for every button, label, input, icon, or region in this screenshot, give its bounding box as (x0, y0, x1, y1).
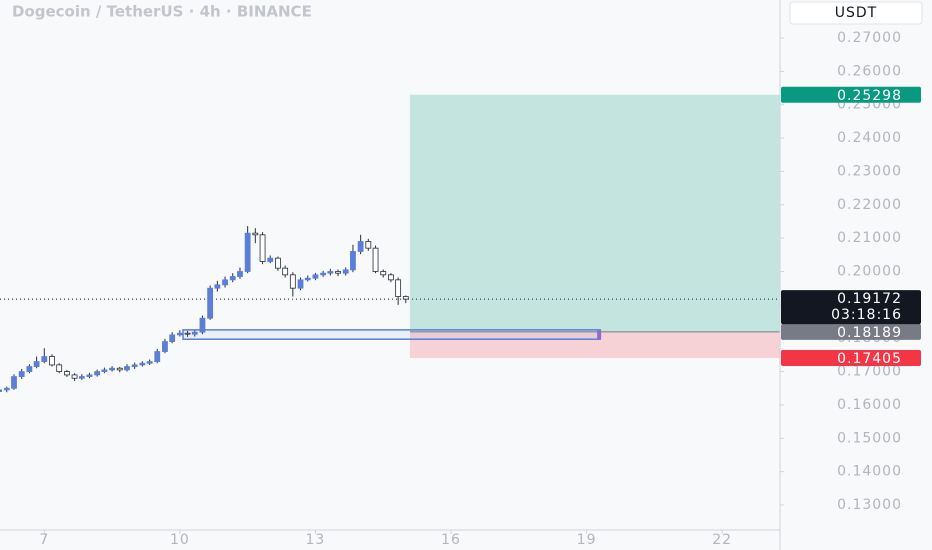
y-tick-label: 0.24000 (837, 130, 902, 146)
entry-label: 0.18189 (837, 325, 902, 341)
current-price-badge (781, 290, 921, 325)
target-badge (781, 86, 921, 103)
candle-body (11, 376, 17, 389)
candle-body (229, 276, 236, 281)
candle-body (63, 371, 70, 376)
candle-body (342, 269, 349, 274)
candle-body (214, 284, 221, 289)
zone-handle (597, 329, 602, 340)
candle-body (357, 241, 364, 252)
y-tick-label: 0.13000 (837, 497, 902, 513)
candle-body (94, 371, 101, 376)
candle-body (131, 364, 138, 367)
candle-body (402, 296, 409, 300)
candle-body (320, 272, 327, 276)
y-tick-label: 0.22000 (837, 197, 902, 213)
candle-body (116, 367, 123, 371)
x-tick-label: 22 (712, 532, 732, 548)
candle-body (41, 356, 48, 362)
candle-body (388, 274, 394, 281)
stop-badge (781, 350, 921, 367)
candle-body (259, 234, 266, 262)
candle-body (86, 374, 93, 377)
candle-body (33, 361, 40, 367)
axes: 0.130000.140000.150000.160000.170000.180… (39, 30, 921, 548)
candle-body (176, 332, 183, 336)
candle-body (199, 317, 206, 333)
candle-body (380, 271, 387, 276)
current-price-label: 0.19172 (837, 291, 902, 307)
currency-label[interactable]: USDT (835, 5, 877, 21)
candle-body (252, 232, 259, 236)
candle-body (335, 271, 341, 274)
candle-body (0, 389, 2, 392)
candle-body (327, 271, 334, 274)
currency-button[interactable] (789, 1, 923, 25)
profit-zone (409, 94, 780, 332)
y-tick-label: 0.17000 (837, 364, 902, 380)
candle-body (372, 247, 379, 272)
y-tick-label: 0.26000 (837, 63, 902, 79)
chart-title: Dogecoin / TetherUS · 4h · BINANCE (12, 3, 312, 21)
candle-body (101, 369, 108, 372)
candle-body (184, 332, 191, 335)
zone-rectangle (182, 329, 601, 340)
candle-body (289, 274, 296, 289)
y-tick-label: 0.27000 (837, 30, 902, 46)
candle-body (207, 287, 214, 319)
candle-body (222, 279, 228, 286)
candle-body (162, 341, 168, 352)
candle-body (191, 331, 198, 335)
candle-body (304, 277, 311, 281)
candle-body (109, 367, 115, 371)
candle-body (146, 361, 153, 364)
candle-body (312, 274, 319, 279)
stop-label: 0.17405 (837, 351, 902, 367)
entry-badge (781, 323, 921, 340)
candle-body (267, 257, 274, 262)
plot-area (0, 94, 780, 393)
candle-body (237, 271, 243, 277)
loss-zone (409, 331, 780, 359)
candle-body (297, 279, 304, 289)
candle-body (56, 364, 63, 372)
candle-body (169, 334, 176, 342)
candle-body (365, 241, 372, 249)
candle-body (350, 251, 356, 271)
candle-body (78, 376, 85, 379)
candle-body (282, 267, 289, 276)
candle-body (124, 366, 130, 371)
x-tick-label: 13 (306, 532, 326, 548)
candle-body (49, 356, 55, 366)
candle-body (3, 387, 10, 391)
x-tick-label: 7 (39, 532, 49, 548)
candle-body (275, 257, 281, 269)
candle-body (395, 279, 402, 297)
candle-body (139, 362, 146, 366)
candle-body (26, 366, 33, 372)
candle-body (154, 351, 161, 362)
y-tick-label: 0.16000 (837, 397, 902, 413)
candle-body (244, 232, 251, 272)
countdown-label: 03:18:16 (831, 307, 902, 323)
x-tick-label: 19 (577, 532, 597, 548)
candle-body (18, 371, 25, 377)
x-tick-label: 16 (441, 532, 461, 548)
y-tick-label: 0.15000 (837, 430, 902, 446)
candle-body (71, 374, 78, 379)
y-tick-label: 0.23000 (837, 163, 902, 179)
y-tick-label: 0.21000 (837, 230, 902, 246)
x-tick-label: 10 (170, 532, 190, 548)
y-tick-label: 0.20000 (837, 264, 902, 280)
target-label: 0.25298 (837, 88, 902, 104)
y-tick-label: 0.14000 (837, 464, 902, 480)
